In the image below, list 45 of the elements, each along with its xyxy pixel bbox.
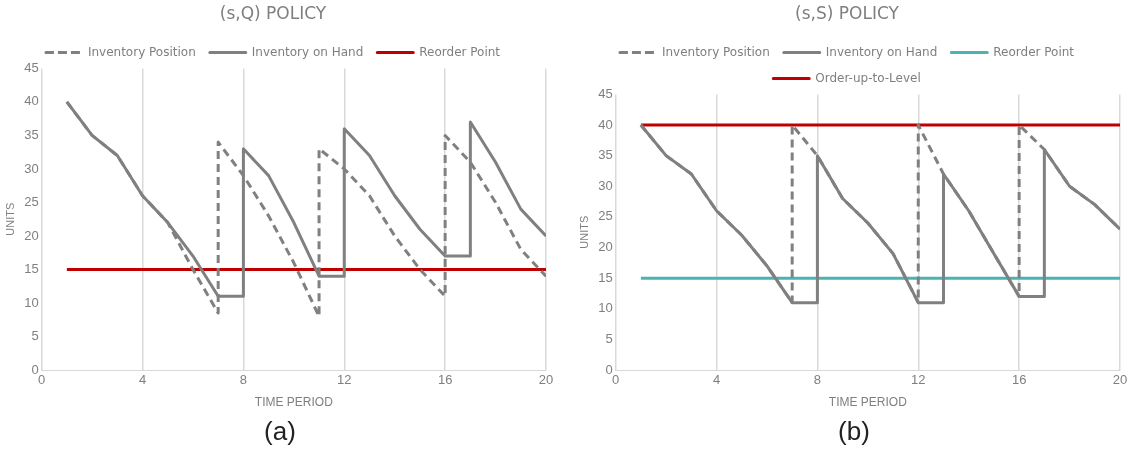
y-tick-label: 10 — [24, 294, 39, 310]
chart-title: (s,Q) POLICY — [219, 2, 327, 23]
y-tick-label: 5 — [605, 330, 613, 346]
y-axis-title: UNITS — [3, 202, 16, 236]
legend-label: Reorder Point — [993, 44, 1075, 59]
y-axis-title: UNITS — [577, 215, 590, 249]
legend-label: Inventory Position — [661, 44, 770, 59]
text: (b) — [837, 416, 871, 447]
x-tick-label: 4 — [138, 372, 147, 388]
y-tick-label: 40 — [24, 93, 39, 109]
x-tick-label: 8 — [239, 372, 248, 388]
x-tick-label: 12 — [337, 372, 352, 388]
y-tick-label: 45 — [24, 59, 39, 75]
x-axis-title: TIME PERIOD — [254, 395, 334, 410]
y-tick-label: 15 — [24, 261, 39, 277]
y-tick-label: 0 — [31, 361, 39, 377]
x-tick-label: 12 — [911, 372, 926, 388]
y-tick-label: 30 — [24, 160, 39, 176]
legend-label: Inventory on Hand — [251, 44, 364, 59]
legend-label: Inventory on Hand — [825, 44, 938, 59]
legend-label: Inventory Position — [87, 44, 196, 59]
y-tick-label: 5 — [31, 328, 39, 344]
x-tick-label: 20 — [538, 372, 554, 388]
y-tick-label: 30 — [598, 177, 613, 193]
x-axis-title: TIME PERIOD — [828, 395, 908, 410]
legend-label: Reorder Point — [419, 44, 501, 59]
y-tick-label: 0 — [605, 361, 613, 377]
x-tick-label: 8 — [813, 372, 822, 388]
text: (a) — [263, 416, 297, 447]
x-tick-label: 4 — [712, 372, 721, 388]
y-tick-label: 35 — [24, 127, 39, 142]
y-tick-label: 20 — [24, 227, 39, 243]
y-tick-label: 25 — [24, 194, 39, 210]
y-tick-label: 40 — [598, 116, 613, 132]
x-tick-label: 16 — [1011, 372, 1027, 388]
y-tick-label: 45 — [598, 85, 613, 101]
x-tick-label: 16 — [437, 372, 453, 388]
legend-label: Order-up-to-Level — [815, 70, 921, 85]
y-tick-label: 25 — [598, 208, 613, 224]
y-tick-label: 10 — [598, 300, 613, 316]
y-tick-label: 20 — [598, 239, 613, 255]
y-tick-label: 15 — [598, 269, 613, 285]
chart-title: (s,S) POLICY — [795, 2, 900, 23]
x-tick-label: 20 — [1112, 372, 1128, 388]
y-tick-label: 35 — [598, 147, 613, 163]
